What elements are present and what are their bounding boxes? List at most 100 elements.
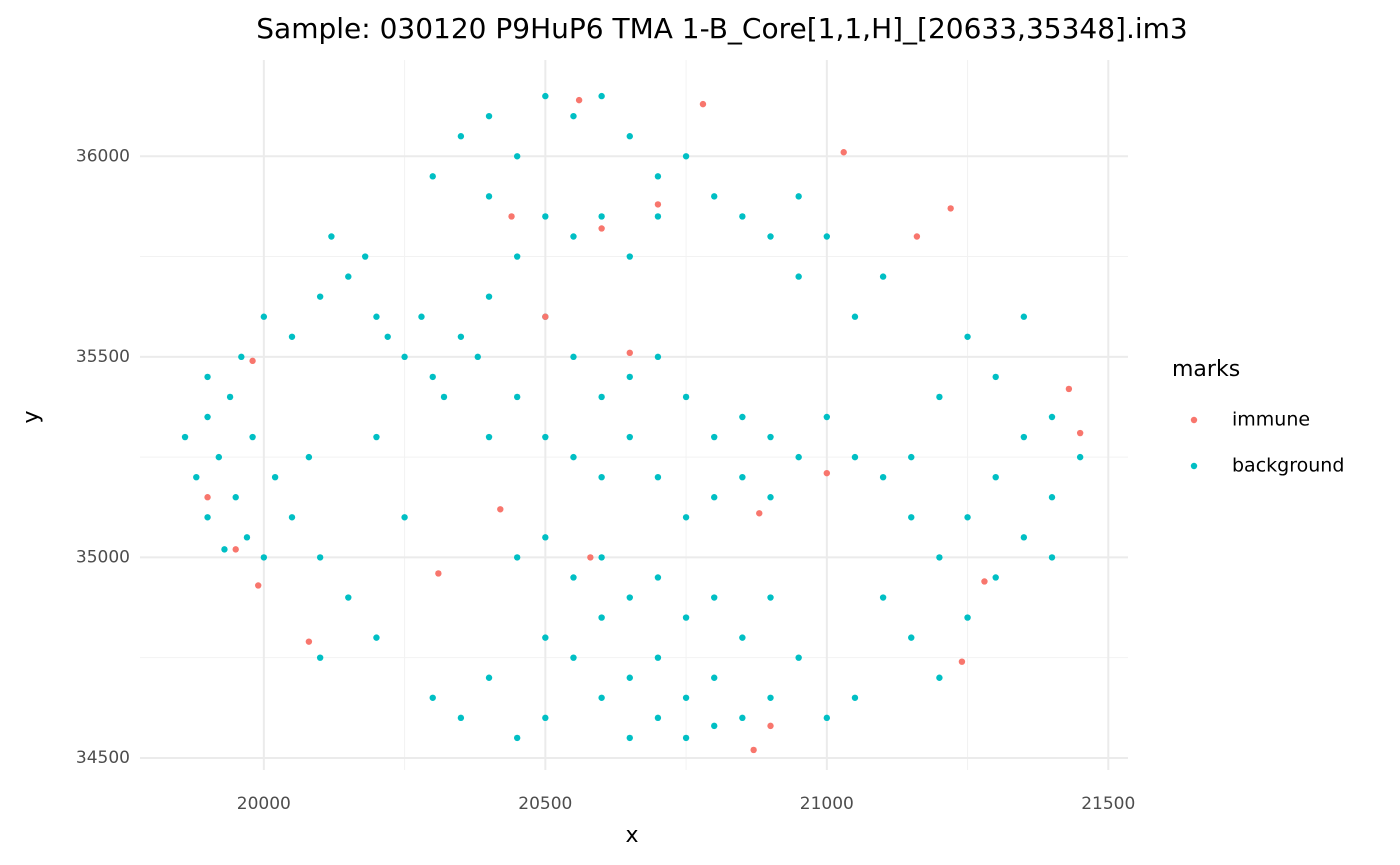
point (598, 213, 605, 220)
point (654, 213, 662, 220)
point (1076, 453, 1084, 461)
point (598, 694, 605, 701)
point (204, 373, 211, 381)
point (947, 205, 954, 212)
legend-label: immune (1232, 409, 1310, 431)
chart-title: Sample: 030120 P9HuP6 TMA 1-B_Core[1,1,H… (256, 12, 1187, 45)
point (767, 722, 774, 730)
point (654, 574, 662, 581)
point (936, 393, 943, 401)
point (992, 373, 999, 381)
point (305, 638, 313, 645)
point (485, 674, 493, 681)
point (992, 574, 999, 581)
point (626, 373, 633, 381)
point (851, 453, 859, 461)
points (181, 92, 1084, 754)
point (1020, 313, 1028, 320)
point (795, 654, 802, 661)
point (654, 473, 662, 481)
point (570, 574, 577, 581)
point (598, 225, 605, 232)
point (373, 313, 380, 320)
x-tick-label: 21500 (1081, 794, 1135, 814)
point (711, 594, 718, 601)
point (542, 433, 549, 441)
point (474, 353, 481, 361)
point (767, 694, 774, 701)
y-axis-title: y (19, 410, 44, 423)
point (221, 546, 228, 553)
point (964, 514, 971, 521)
point (485, 193, 493, 200)
point (739, 634, 746, 641)
point (513, 734, 521, 742)
point (288, 333, 296, 340)
point (795, 193, 802, 200)
point (823, 233, 831, 240)
point (840, 149, 847, 156)
point (851, 694, 859, 701)
point (964, 614, 971, 621)
point (418, 313, 425, 320)
point (485, 433, 493, 441)
point (435, 570, 442, 577)
point (739, 413, 746, 421)
y-tick-label: 36000 (76, 146, 130, 166)
point (908, 514, 915, 521)
point (711, 494, 718, 501)
point (204, 413, 211, 421)
point (1020, 433, 1028, 441)
point (1065, 385, 1073, 393)
point (255, 582, 262, 589)
y-tick-label: 34500 (76, 748, 130, 768)
point (823, 714, 831, 722)
point (750, 746, 757, 754)
point (654, 353, 662, 361)
point (542, 714, 549, 722)
point (711, 722, 718, 730)
point (429, 373, 436, 381)
point (542, 534, 549, 541)
point (699, 100, 707, 108)
point (215, 453, 223, 461)
grid: 20000 20500 21000 21500 34500 35000 35500 36000 (76, 60, 1135, 814)
point (795, 453, 802, 461)
point (823, 469, 831, 477)
point (485, 112, 493, 120)
point (440, 393, 448, 401)
point (260, 313, 268, 320)
x-tick-label: 21000 (800, 794, 854, 814)
point (626, 674, 633, 681)
point (316, 654, 324, 661)
point (795, 273, 802, 280)
point (345, 273, 352, 280)
point (767, 233, 774, 240)
point (626, 349, 633, 357)
point (598, 473, 605, 481)
point (756, 510, 763, 517)
y-tick-label: 35500 (76, 347, 130, 367)
point (654, 173, 662, 180)
point (626, 734, 633, 742)
legend-label: background (1232, 455, 1344, 477)
point (193, 473, 200, 481)
point (964, 333, 971, 340)
point (232, 494, 239, 501)
point (598, 393, 605, 401)
point (598, 614, 605, 621)
point (243, 534, 251, 541)
point (542, 634, 549, 641)
point (238, 353, 245, 361)
point (384, 333, 391, 340)
point (485, 293, 493, 300)
point (654, 654, 662, 661)
point (316, 293, 324, 300)
point (328, 233, 335, 240)
point (429, 694, 436, 701)
point (570, 233, 577, 240)
point (908, 634, 915, 641)
point (575, 96, 583, 104)
point (457, 333, 465, 340)
